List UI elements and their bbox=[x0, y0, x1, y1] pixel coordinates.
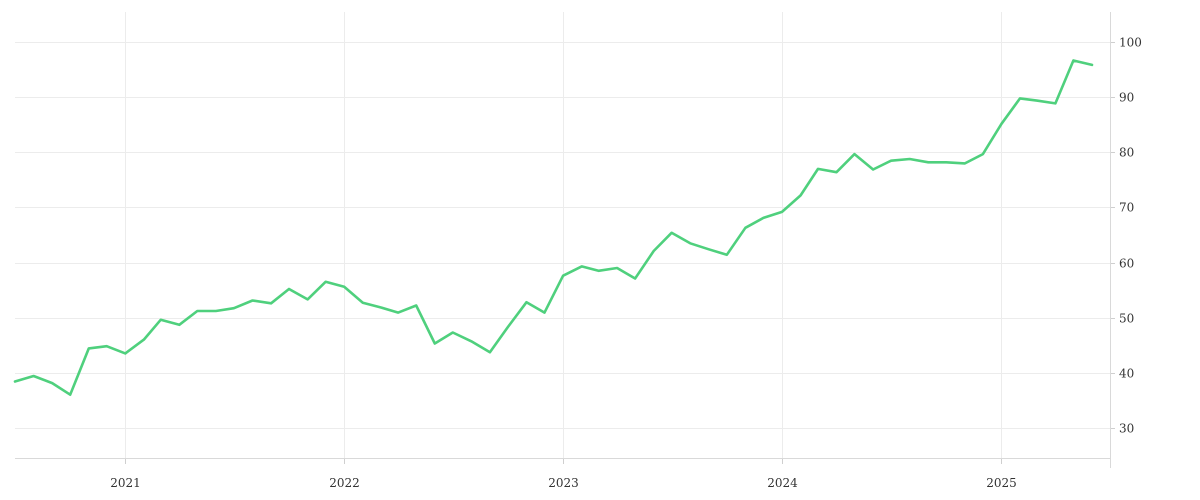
x-tick-label: 2025 bbox=[986, 476, 1017, 490]
data-series bbox=[13, 59, 1094, 397]
y-tick-label: 40 bbox=[1119, 367, 1134, 381]
axes bbox=[15, 12, 1115, 468]
y-tick-label: 50 bbox=[1119, 312, 1134, 326]
y-tick-label: 60 bbox=[1119, 257, 1134, 271]
tick-labels: 30 40 50 60 70 80 90 100 2021 2022 2023 2024 2025 bbox=[110, 36, 1142, 491]
x-tick-label: 2022 bbox=[329, 476, 360, 490]
series-line bbox=[13, 59, 1094, 397]
x-tick-label: 2024 bbox=[767, 476, 798, 490]
x-tick-label: 2023 bbox=[548, 476, 579, 490]
gridlines bbox=[15, 12, 1110, 458]
y-tick-label: 80 bbox=[1119, 146, 1134, 160]
x-tick-label: 2021 bbox=[110, 476, 141, 490]
y-tick-label: 30 bbox=[1119, 422, 1134, 436]
y-tick-label: 100 bbox=[1119, 36, 1142, 50]
y-tick-label: 90 bbox=[1119, 91, 1134, 105]
y-tick-label: 70 bbox=[1119, 201, 1134, 215]
